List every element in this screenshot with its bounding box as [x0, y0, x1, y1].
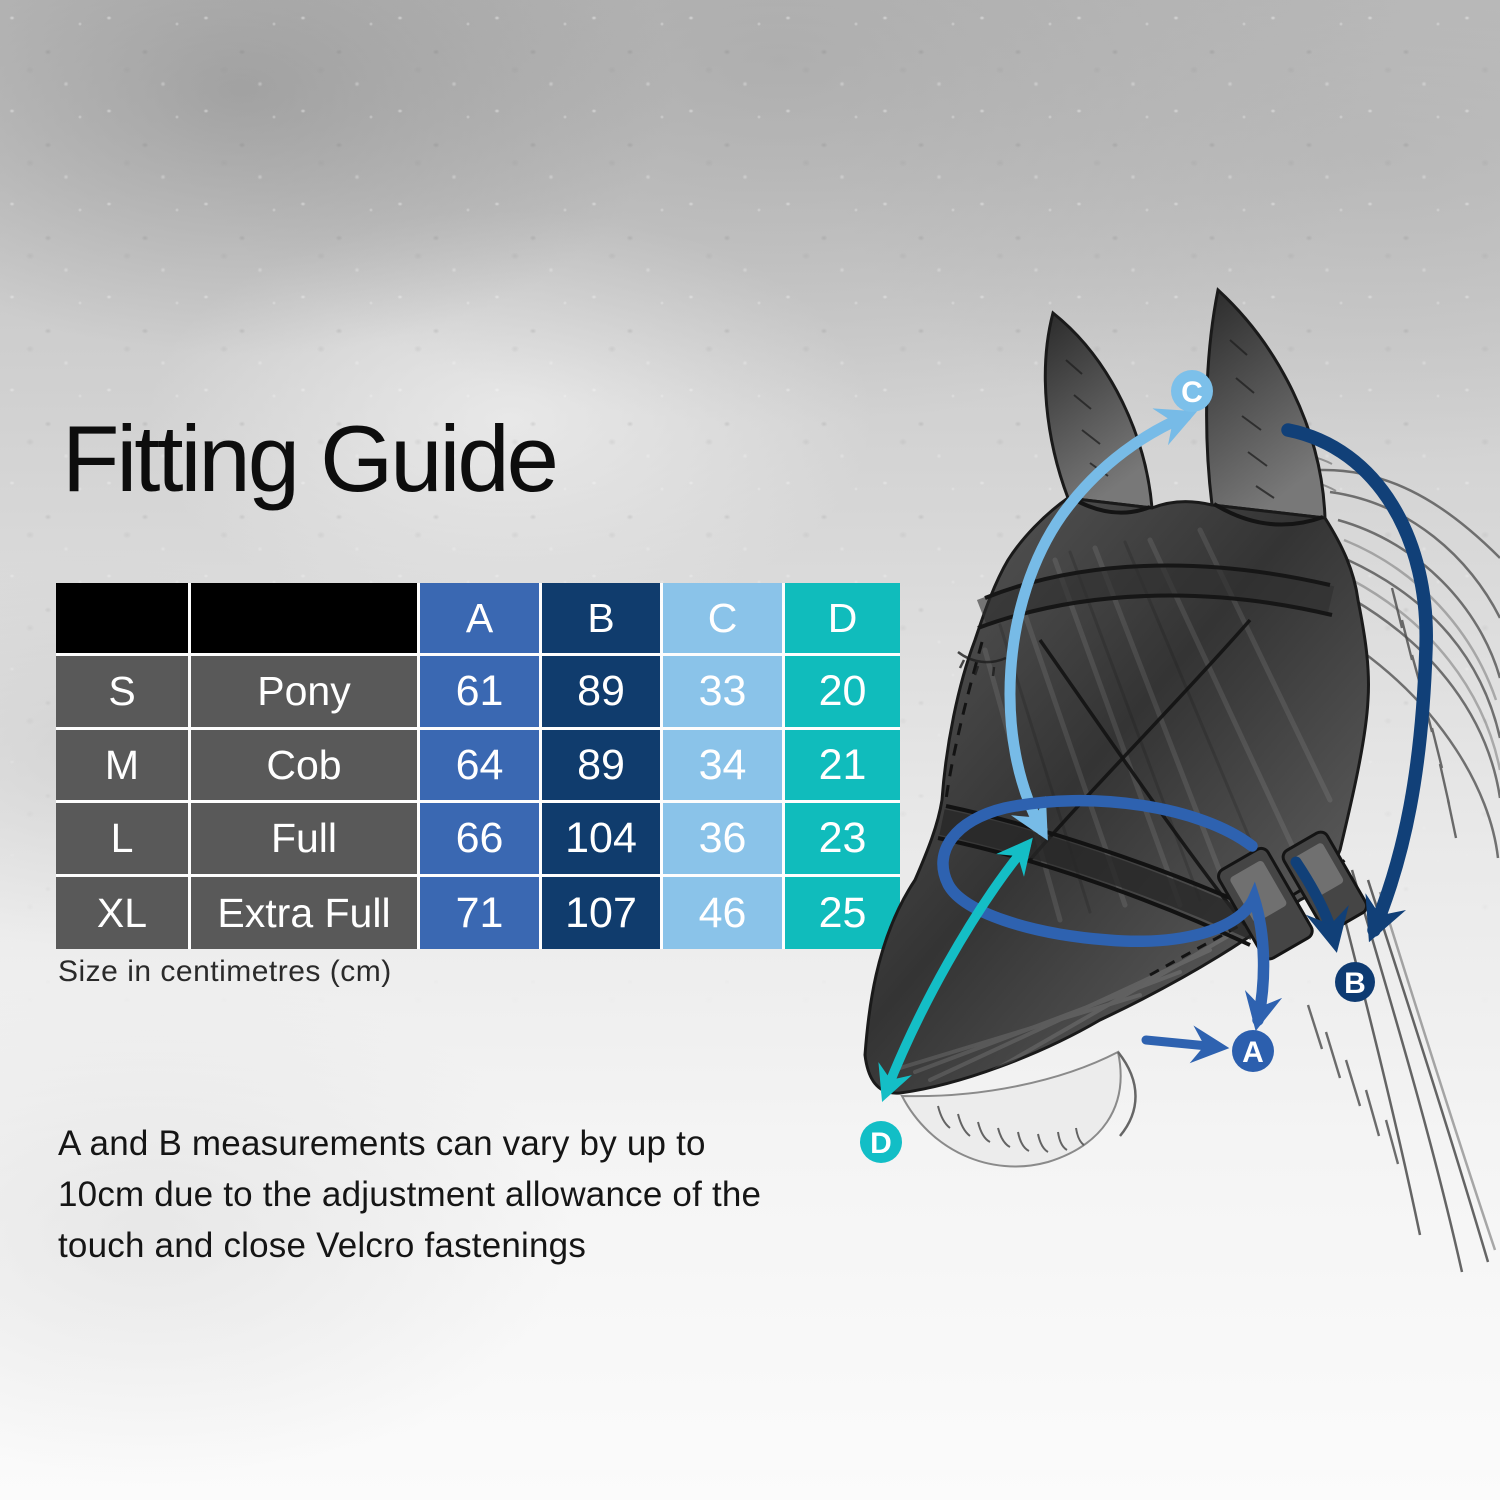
value-b: 89	[542, 656, 660, 727]
noseband-strap	[937, 804, 1263, 947]
column-header-c: C	[663, 583, 782, 653]
measurement-arrows	[878, 408, 1433, 1103]
footnote-line: 10cm due to the adjustment allowance of …	[58, 1175, 762, 1214]
badge-c-label: C	[1181, 376, 1203, 409]
value-b: 107	[542, 877, 660, 949]
forelock-sketch	[1229, 453, 1337, 495]
badge-d-label: D	[870, 1127, 892, 1160]
value-d: 21	[785, 730, 900, 800]
row-type-label: Cob	[191, 730, 417, 800]
column-header-b: B	[542, 583, 660, 653]
velcro-straps	[1217, 830, 1369, 961]
row-size-label: XL	[56, 877, 188, 949]
value-d: 25	[785, 877, 900, 949]
badge-d	[860, 1121, 902, 1163]
value-c: 36	[663, 803, 782, 874]
right-ear	[1205, 287, 1327, 520]
mane-sketch	[1319, 468, 1500, 859]
row-size-label: M	[56, 730, 188, 800]
badge-b-label: B	[1344, 967, 1366, 1000]
value-a: 64	[420, 730, 539, 800]
badge-c	[1171, 370, 1213, 412]
footnote-line: A and B measurements can vary by up to	[58, 1124, 706, 1163]
badge-b	[1335, 962, 1375, 1002]
horse-ears	[1043, 287, 1327, 520]
row-size-label: S	[56, 656, 188, 727]
measurement-badges: C A B D	[860, 370, 1375, 1163]
value-b: 104	[542, 803, 660, 874]
table-corner-cell	[191, 583, 417, 653]
value-a: 61	[420, 656, 539, 727]
column-header-a: A	[420, 583, 539, 653]
measurement-arrow-b-pointer	[1290, 856, 1349, 953]
measurement-arrow-a-loop	[937, 794, 1283, 1032]
ear-hole-rims	[1068, 495, 1324, 527]
browband-strap	[976, 563, 1335, 630]
table-corner-cell	[56, 583, 188, 653]
cheek-feather-hatching	[1306, 587, 1458, 1165]
eye-sketch	[957, 651, 1007, 677]
measurement-arrow-c	[1004, 408, 1198, 841]
value-d: 20	[785, 656, 900, 727]
mask-seams	[944, 618, 1346, 977]
foliage-texture-background	[0, 0, 1500, 1120]
mask-shading-streaks	[898, 527, 1333, 1092]
row-type-label: Pony	[191, 656, 417, 727]
badge-a	[1232, 1030, 1274, 1072]
row-size-label: L	[56, 803, 188, 874]
horse-head-mask	[863, 496, 1371, 1095]
badge-a-label: A	[1242, 1036, 1264, 1069]
value-a: 66	[420, 803, 539, 874]
measurement-arrow-a-pointer	[1141, 1025, 1230, 1064]
mane-strands-lower	[1338, 869, 1497, 1273]
muzzle-sketch	[900, 1050, 1137, 1168]
size-table: A B C D S Pony 61 89 33 20 M Cob 64 89 3…	[56, 583, 900, 949]
row-type-label: Full	[191, 803, 417, 874]
value-c: 33	[663, 656, 782, 727]
row-type-label: Extra Full	[191, 877, 417, 949]
column-header-d: D	[785, 583, 900, 653]
measurement-arrow-d	[878, 837, 1033, 1103]
measurement-arrow-b	[1281, 423, 1433, 943]
value-c: 46	[663, 877, 782, 949]
value-c: 34	[663, 730, 782, 800]
value-a: 71	[420, 877, 539, 949]
size-units-note: Size in centimetres (cm)	[58, 955, 392, 988]
footnote-line: touch and close Velcro fastenings	[58, 1226, 587, 1265]
value-d: 23	[785, 803, 900, 874]
ear-hatching	[1065, 339, 1275, 499]
measurement-footnote: A and B measurements can vary by up to 1…	[58, 1118, 761, 1271]
value-b: 89	[542, 730, 660, 800]
page-title: Fitting Guide	[62, 406, 559, 511]
left-ear	[1043, 310, 1154, 510]
